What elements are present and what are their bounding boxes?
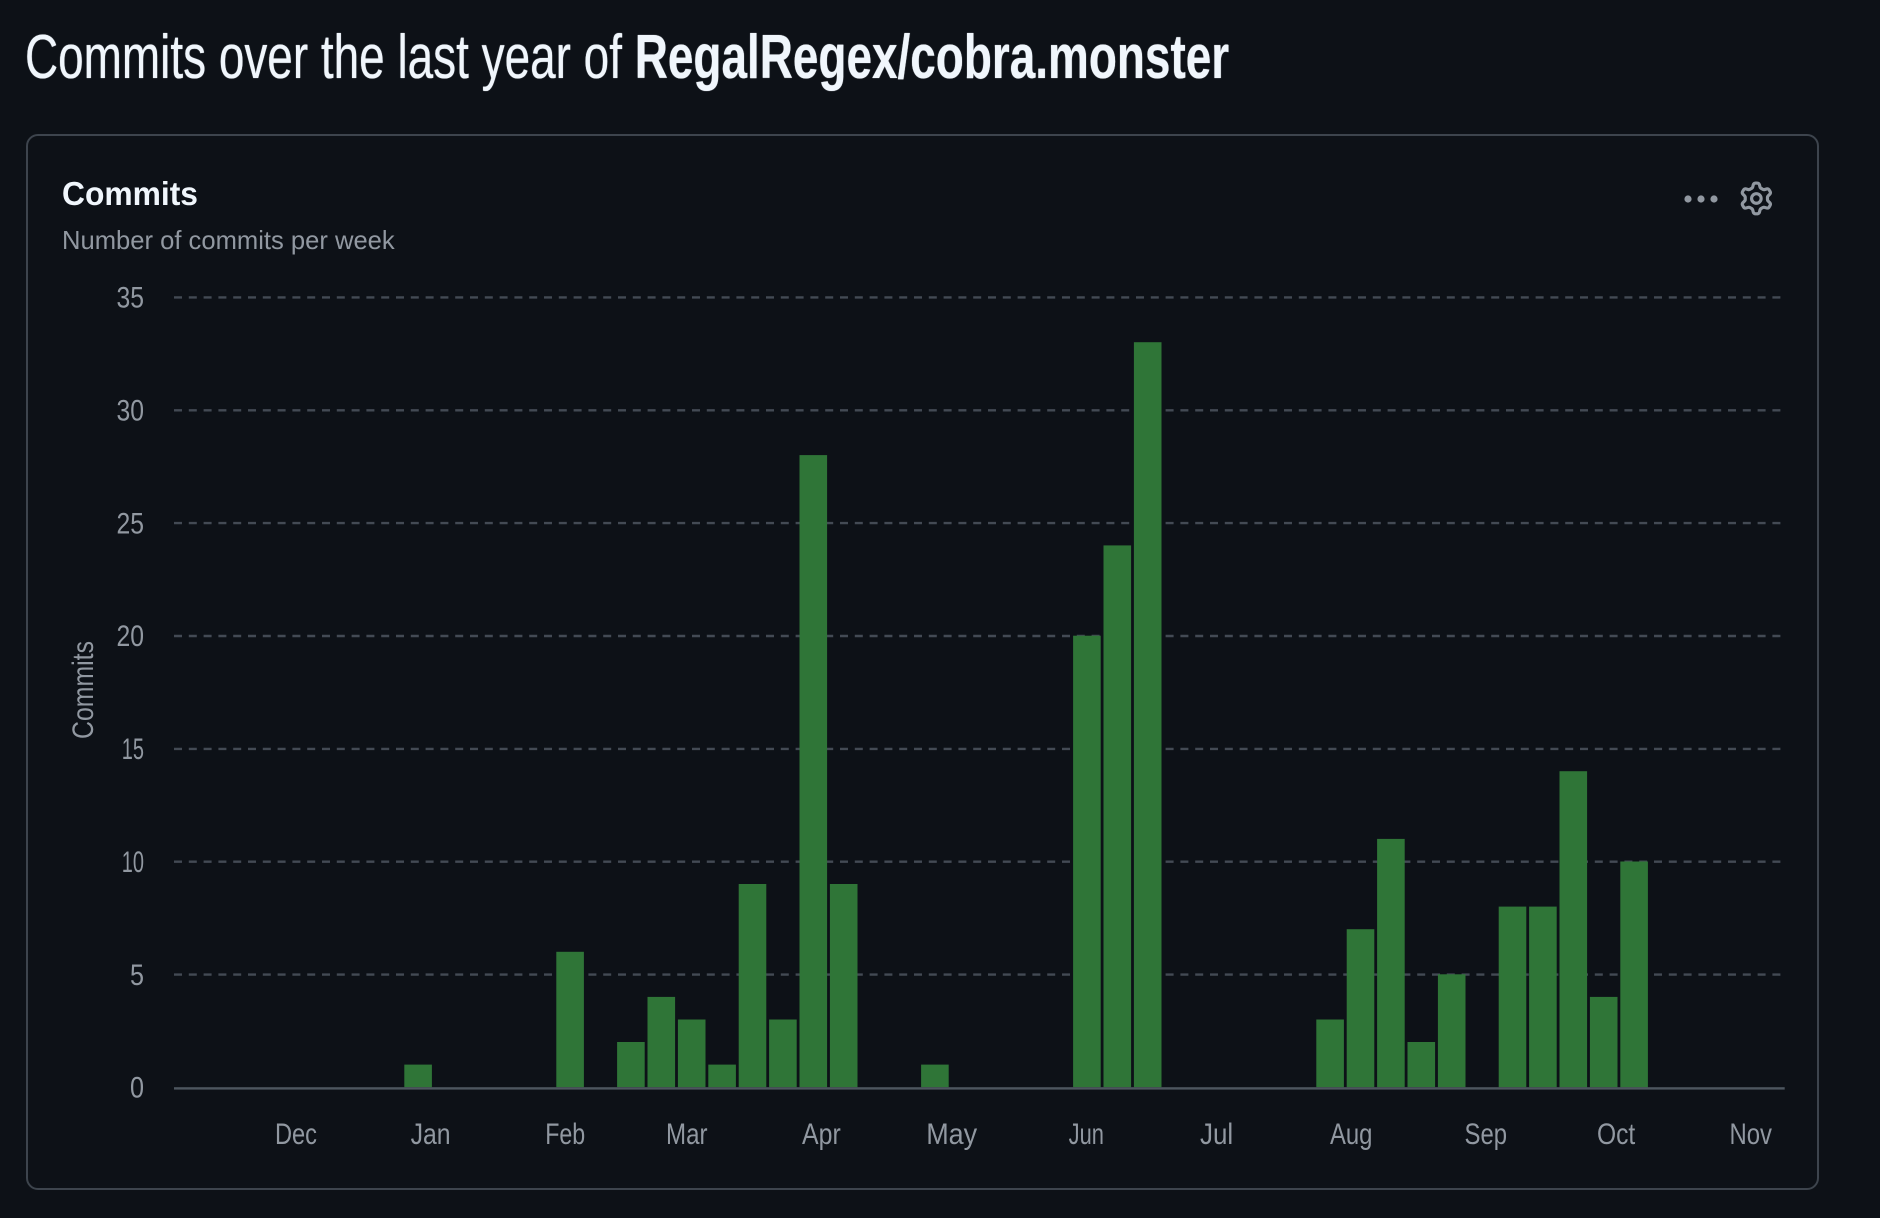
- svg-text:Commits: Commits: [67, 641, 100, 739]
- svg-text:35: 35: [117, 282, 145, 315]
- svg-text:May: May: [926, 1118, 977, 1151]
- svg-text:Sep: Sep: [1465, 1118, 1508, 1151]
- svg-text:20: 20: [117, 620, 145, 653]
- svg-text:Nov: Nov: [1729, 1118, 1772, 1151]
- svg-text:25: 25: [117, 507, 145, 540]
- svg-text:5: 5: [130, 959, 144, 992]
- svg-text:Jul: Jul: [1200, 1118, 1233, 1151]
- svg-text:Oct: Oct: [1597, 1118, 1636, 1151]
- svg-text:10: 10: [122, 846, 144, 879]
- svg-text:15: 15: [122, 733, 144, 766]
- svg-text:Apr: Apr: [802, 1118, 841, 1151]
- svg-text:Dec: Dec: [275, 1118, 317, 1151]
- svg-text:0: 0: [130, 1072, 144, 1105]
- svg-text:Aug: Aug: [1330, 1118, 1373, 1151]
- svg-text:Jan: Jan: [411, 1118, 451, 1151]
- svg-text:30: 30: [117, 395, 145, 428]
- svg-text:Mar: Mar: [666, 1118, 708, 1151]
- svg-text:Jun: Jun: [1069, 1118, 1104, 1151]
- svg-text:Feb: Feb: [545, 1118, 585, 1151]
